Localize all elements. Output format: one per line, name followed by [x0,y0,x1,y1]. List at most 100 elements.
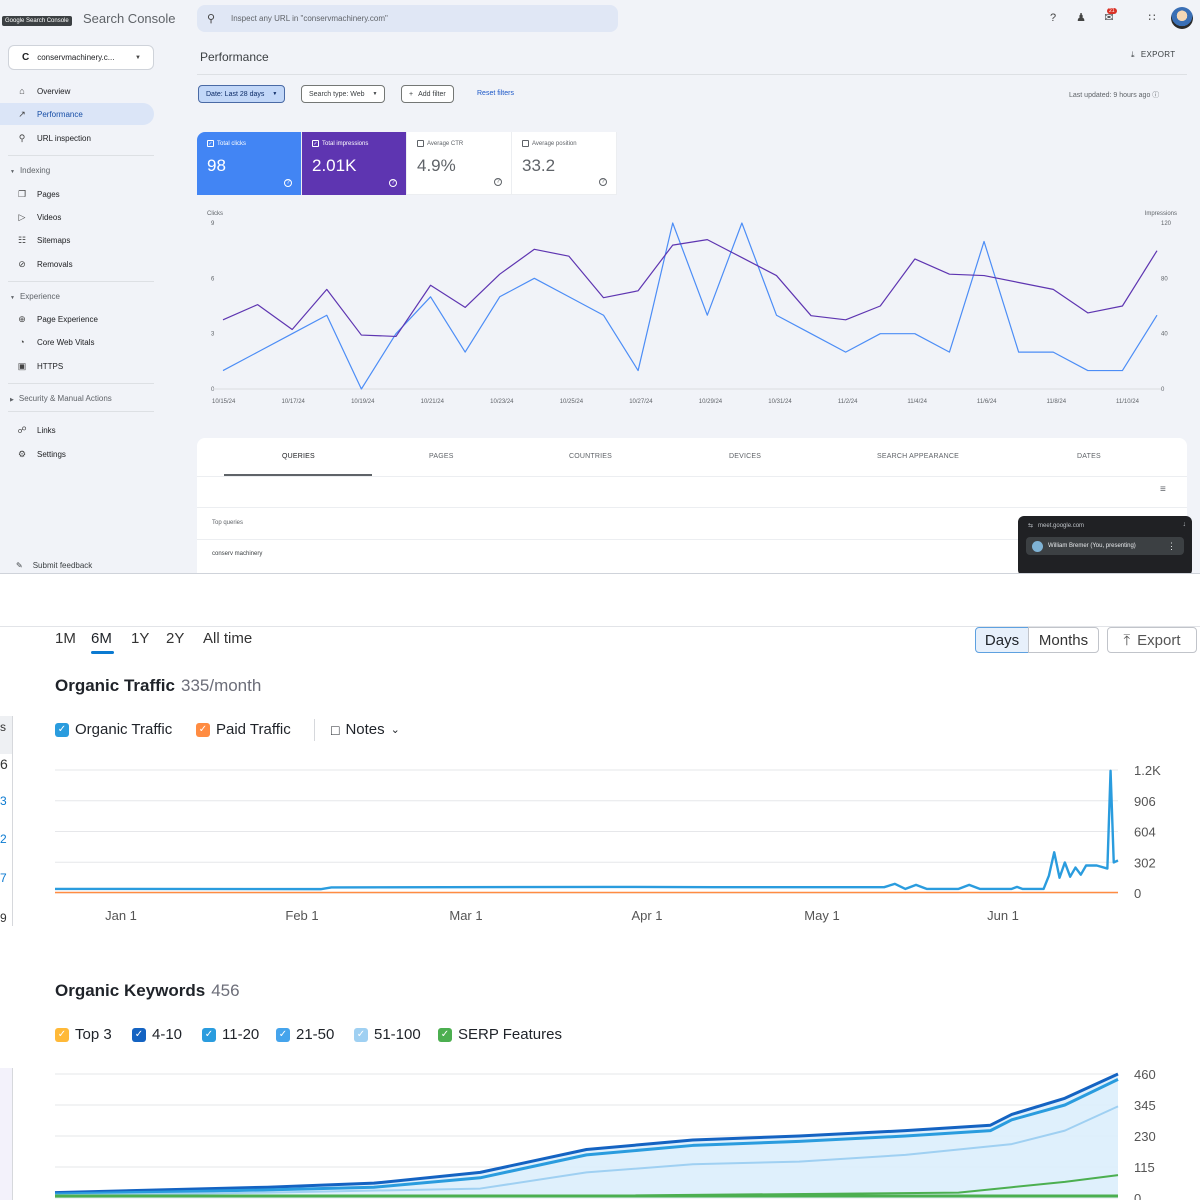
apps-grid-icon[interactable]: ∷ [1148,12,1156,24]
gauge-icon: ◔ [19,337,25,347]
tab-dates[interactable]: DATES [1077,453,1101,460]
column-header-top-queries[interactable]: Top queries [212,520,244,526]
nav-settings[interactable]: ⚙ Settings [0,443,154,465]
notes-label: Notes [345,721,385,738]
tab-search-appearance[interactable]: SEARCH APPEARANCE [877,453,959,460]
checkbox-checked-icon: ✓ [202,1027,216,1042]
nav-links[interactable]: ☍ Links [0,419,154,441]
url-inspect-search[interactable]: ⚲ Inspect any URL in "conservmachinery.c… [197,5,618,32]
tab-devices[interactable]: DEVICES [729,453,762,460]
export-button[interactable]: ⤓ EXPORT [1131,50,1175,60]
help-icon[interactable]: ? [389,179,397,187]
y-tick-label: 1.2K [1134,763,1161,778]
left-partial-text: s [0,720,6,734]
nav-core-web-vitals[interactable]: ◔ Core Web Vitals [0,331,154,353]
months-toggle[interactable]: Months [1028,627,1099,653]
help-icon[interactable]: ? [599,178,607,186]
nav-label: HTTPS [37,361,64,371]
help-icon[interactable]: ? [1049,12,1057,24]
nav-videos[interactable]: ▷ Videos [0,206,154,228]
manage-users-icon[interactable]: ♟ [1076,12,1086,24]
meet-host: ⇆ meet.google.com [1028,522,1084,529]
period-1m[interactable]: 1M [55,630,76,647]
y-tick-label: 460 [1134,1067,1156,1082]
feedback-label: Submit feedback [32,561,93,570]
metric-value: 4.9% [417,156,456,175]
x-tick-label: 11/6/24 [977,399,997,405]
notes-dropdown[interactable]: □ Notes ⌄ [331,721,400,738]
series-line-organic-traffic [54,769,1119,891]
nav-pages[interactable]: ❐ Pages [0,183,154,205]
minimize-icon[interactable]: ↓ [1182,521,1187,528]
left-partial-text: 7 [0,871,7,885]
y-tick-label: 230 [1134,1129,1156,1144]
plus-icon: + [409,90,414,98]
app-title[interactable]: Search Console [83,11,176,26]
tab-countries[interactable]: COUNTRIES [569,453,613,460]
section-experience[interactable]: ▼ Experience [10,292,65,301]
divider [197,539,1187,540]
property-selector[interactable]: C conservmachinery.c... ▼ [8,45,154,70]
days-toggle[interactable]: Days [975,627,1029,653]
nav-url-inspection[interactable]: ⚲ URL inspection [0,127,154,149]
section-security[interactable]: ▶ Security & Manual Actions [10,394,117,403]
nav-performance[interactable]: ↗ Performance [0,103,154,125]
nav-page-experience[interactable]: ⊕ Page Experience [0,308,154,330]
tab-queries[interactable]: QUERIES [282,453,315,460]
more-vert-icon[interactable]: ⋮ [1167,540,1176,551]
semrush-panel: 1M 6M 1Y 2Y All time Days Months ⤒ Export… [0,574,1200,1200]
legend-51-100[interactable]: ✓ 51-100 [354,1026,421,1043]
title-text: Organic Traffic [55,676,175,695]
legend-21-50[interactable]: ✓ 21-50 [276,1026,334,1043]
add-filter-button[interactable]: + Add filter [401,85,454,103]
help-icon[interactable]: ? [284,179,292,187]
gear-icon: ⚙ [17,448,27,459]
top-bar: Google Search Console Search Console ⚲ I… [0,0,1200,40]
period-2y[interactable]: 2Y [166,630,185,647]
x-tick-label: 10/19/24 [351,399,375,405]
period-1y[interactable]: 1Y [131,630,150,647]
nav-removals[interactable]: ⊘ Removals [0,253,154,275]
notifications-icon[interactable]: ✉ [1104,12,1114,24]
legend-paid-traffic[interactable]: ✓ Paid Traffic [196,721,291,738]
legend-11-20[interactable]: ✓ 11-20 [202,1026,259,1043]
search-type-chip[interactable]: Search type: Web ▼ [301,85,386,103]
submit-feedback[interactable]: ✎ Submit feedback [16,561,92,570]
help-icon[interactable]: ? [494,178,502,186]
caret-icon: ▼ [272,91,278,97]
metric-card-clicks[interactable]: ✓ Total clicks 98 ? [197,132,302,195]
section-indexing[interactable]: ▼ Indexing [10,166,55,175]
meet-presenter-row[interactable]: William Bremer (You, presenting) ⋮ [1026,537,1184,555]
title-text: Organic Keywords [55,981,206,1000]
y-tick-left: 9 [211,221,215,227]
export-button[interactable]: ⤒ Export [1107,627,1197,653]
query-row[interactable]: conserv machinery [212,551,263,557]
y-tick-label: 906 [1134,794,1156,809]
tab-pages[interactable]: PAGES [429,453,454,460]
nav-label: Core Web Vitals [37,337,95,347]
nav-sitemaps[interactable]: ☷ Sitemaps [0,229,154,251]
y-tick-label: 604 [1134,825,1156,840]
legend-organic-traffic[interactable]: ✓ Organic Traffic [55,721,172,738]
reset-filters-link[interactable]: Reset filters [477,90,514,97]
nav-https[interactable]: ▣ HTTPS [0,355,154,377]
legend-top3[interactable]: ✓ Top 3 [55,1026,112,1043]
filter-rows-icon[interactable]: ≡ [1160,484,1166,495]
divider [8,281,154,282]
nav-overview[interactable]: ⌂ Overview [0,80,154,102]
nav-label: Page Experience [37,314,98,324]
legend-serp-features[interactable]: ✓ SERP Features [438,1026,562,1043]
metric-card-impressions[interactable]: ✓ Total impressions 2.01K ? [302,132,407,195]
organic-keywords-chart: 0 115 230 345 460 [54,1067,1156,1200]
avatar[interactable] [1171,7,1193,29]
divider [8,383,154,384]
period-6m[interactable]: 6M [91,630,112,647]
metric-card-ctr[interactable]: Average CTR 4.9% ? [407,132,512,195]
date-filter-chip[interactable]: Date: Last 28 days ▼ [198,85,286,103]
legend-4-10[interactable]: ✓ 4-10 [132,1026,182,1043]
legend-label: 11-20 [222,1026,260,1043]
period-all-time[interactable]: All time [203,630,253,647]
chip-label: Search type: Web [309,90,365,98]
metric-card-position[interactable]: Average position 33.2 ? [512,132,617,195]
plus-circle-icon: ⊕ [18,313,26,324]
